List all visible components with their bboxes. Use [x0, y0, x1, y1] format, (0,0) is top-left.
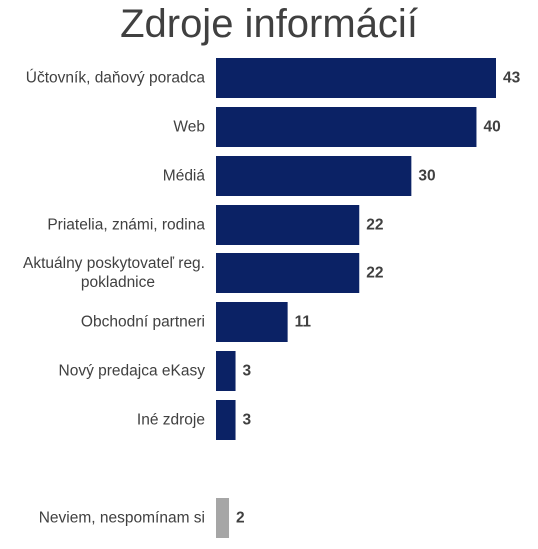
bar — [216, 107, 477, 147]
category-label: Obchodní partneri — [81, 314, 205, 331]
bar-value-label: 22 — [366, 217, 383, 234]
bar-value-label: 3 — [243, 412, 252, 429]
category-label: Účtovník, daňový poradca — [26, 70, 206, 87]
bar-value-label: 30 — [418, 168, 435, 185]
bar — [216, 302, 288, 342]
category-label: Neviem, nespomínam si — [39, 510, 205, 527]
bar — [216, 156, 412, 196]
bar — [216, 58, 496, 98]
bar — [216, 253, 360, 293]
bar — [216, 498, 230, 538]
category-label-line: Médiá — [163, 168, 206, 185]
bar-value-label: 22 — [366, 265, 383, 282]
bar-value-label: 43 — [503, 70, 521, 87]
category-label-line: Aktuálny poskytovateľ reg. — [23, 255, 205, 272]
bar-value-label: 3 — [243, 363, 252, 380]
category-label: Médiá — [163, 168, 206, 185]
bar-value-label: 11 — [295, 314, 312, 331]
category-label: Aktuálny poskytovateľ reg. pokladnice — [23, 255, 205, 291]
category-label-line: pokladnice — [81, 274, 155, 291]
bar-value-label: 2 — [236, 510, 245, 527]
category-label-line: Web — [173, 119, 205, 136]
bar — [216, 351, 236, 391]
category-label-line: Obchodní partneri — [81, 314, 205, 331]
category-label: Iné zdroje — [137, 412, 205, 429]
chart-title: Zdroje informácií — [120, 2, 418, 46]
category-label: Web — [173, 119, 205, 136]
category-label-line: Účtovník, daňový poradca — [26, 70, 206, 87]
bar — [216, 205, 360, 245]
bar — [216, 400, 236, 440]
category-label-line: Nový predajca eKasy — [59, 363, 206, 380]
category-label: Priatelia, známi, rodina — [47, 217, 205, 234]
category-label-line: Neviem, nespomínam si — [39, 510, 205, 527]
category-label: Nový predajca eKasy — [59, 363, 206, 380]
category-label-line: Iné zdroje — [137, 412, 205, 429]
category-label-line: Priatelia, známi, rodina — [47, 217, 205, 234]
bar-value-label: 40 — [483, 119, 500, 136]
